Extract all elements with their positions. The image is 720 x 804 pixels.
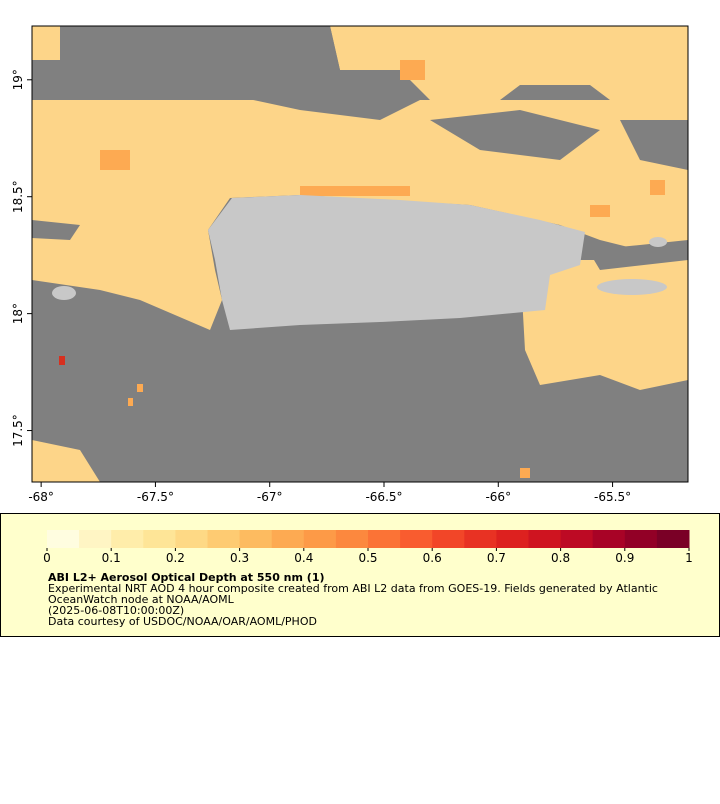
colorbar-swatch (496, 530, 529, 548)
colorbar-swatch (175, 530, 208, 548)
colorbar: 0 0.1 0.2 0.3 0.4 0.5 0.6 0.7 0.8 0.9 1 (43, 530, 693, 565)
colorbar-swatch (560, 530, 594, 548)
x-tick-label: -67° (257, 490, 283, 504)
colorbar-tick-label: 0.4 (294, 551, 313, 565)
colorbar-swatch (400, 530, 433, 548)
map-frame (31, 25, 689, 483)
colorbar-swatch (335, 530, 369, 548)
x-tick-label: -66° (485, 490, 511, 504)
colorbar-swatch (207, 530, 241, 548)
colorbar-swatch (143, 530, 176, 548)
colorbar-swatch (303, 530, 337, 548)
y-tick-label: 19° (11, 69, 25, 90)
colorbar-swatch (368, 530, 401, 548)
x-tick-label: -66.5° (365, 490, 402, 504)
colorbar-swatch (624, 530, 658, 548)
colorbar-swatch (79, 530, 112, 548)
colorbar-tick-label: 0.3 (230, 551, 249, 565)
aerosol-peak (59, 356, 65, 365)
colorbar-swatch (592, 530, 626, 548)
colorbar-swatch (271, 530, 305, 548)
colorbar-tick-label: 0.5 (358, 551, 377, 565)
colorbar-tick-label: 0.2 (166, 551, 185, 565)
caption-line: Data courtesy of USDOC/NOAA/OAR/AOML/PHO… (48, 615, 317, 628)
colorbar-tick-label: 0.1 (102, 551, 121, 565)
colorbar-swatch (239, 530, 273, 548)
colorbar-tick-label: 0 (43, 551, 51, 565)
y-tick-label: 17.5° (11, 414, 25, 447)
colorbar-swatch (464, 530, 497, 548)
aerosol-high (100, 60, 665, 478)
colorbar-swatch (656, 530, 690, 548)
caption-line: (2025-06-08T10:00:00Z) (48, 604, 184, 617)
colorbar-swatch (432, 530, 465, 548)
no-data-gaps (32, 26, 688, 270)
colorbar-tick-label: 1 (685, 551, 693, 565)
y-tick-label: 18° (11, 303, 25, 324)
colorbar-tick-label: 0.6 (423, 551, 442, 565)
x-tick-label: -65.5° (594, 490, 631, 504)
caption-line: OceanWatch node at NOAA/AOML (48, 593, 235, 606)
colorbar-swatch (47, 530, 80, 548)
land (52, 195, 667, 330)
caption-title: ABI L2+ Aerosol Optical Depth at 550 nm … (48, 571, 325, 584)
map-panel (31, 25, 689, 483)
caption-line: Experimental NRT AOD 4 hour composite cr… (48, 582, 658, 595)
x-tick-label: -67.5° (137, 490, 174, 504)
colorbar-tick-label: 0.7 (487, 551, 506, 565)
y-tick-label: 18.5° (11, 180, 25, 213)
colorbar-tick-label: 0.8 (551, 551, 570, 565)
colorbar-tick-label: 0.9 (615, 551, 634, 565)
colorbar-swatch (528, 530, 562, 548)
colorbar-swatch (111, 530, 144, 548)
x-tick-label: -68° (28, 490, 54, 504)
